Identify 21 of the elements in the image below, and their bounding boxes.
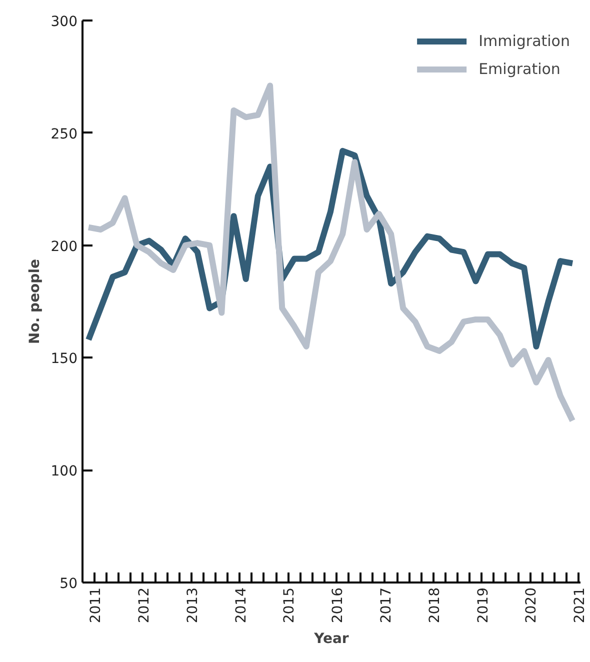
y-tick-label: 250 <box>50 126 78 142</box>
y-tick-label: 100 <box>50 464 78 480</box>
x-tick-label: 2016 <box>330 587 346 624</box>
legend-label: Emigration <box>478 60 560 78</box>
x-tick-label: 2020 <box>524 587 540 624</box>
x-tick-label: 2014 <box>233 587 250 624</box>
y-axis-title: No. people <box>26 259 43 344</box>
x-tick-label: 2013 <box>184 587 201 624</box>
x-axis-title: Year <box>313 631 349 648</box>
y-tick-label: 50 <box>60 576 78 592</box>
x-tick-label: 2021 <box>572 587 588 624</box>
x-tick-label: 2012 <box>136 587 152 624</box>
y-tick-label: 150 <box>50 351 78 368</box>
y-tick-label: 200 <box>50 238 78 255</box>
x-tick-label: 2011 <box>88 587 104 624</box>
x-tick-label: 2015 <box>282 587 298 624</box>
x-tick-label: 2017 <box>378 587 394 624</box>
y-tick-label: 300 <box>50 14 78 30</box>
legend-label: Immigration <box>478 32 570 50</box>
x-tick-label: 2018 <box>426 587 443 624</box>
x-tick-label: 2019 <box>475 587 492 624</box>
